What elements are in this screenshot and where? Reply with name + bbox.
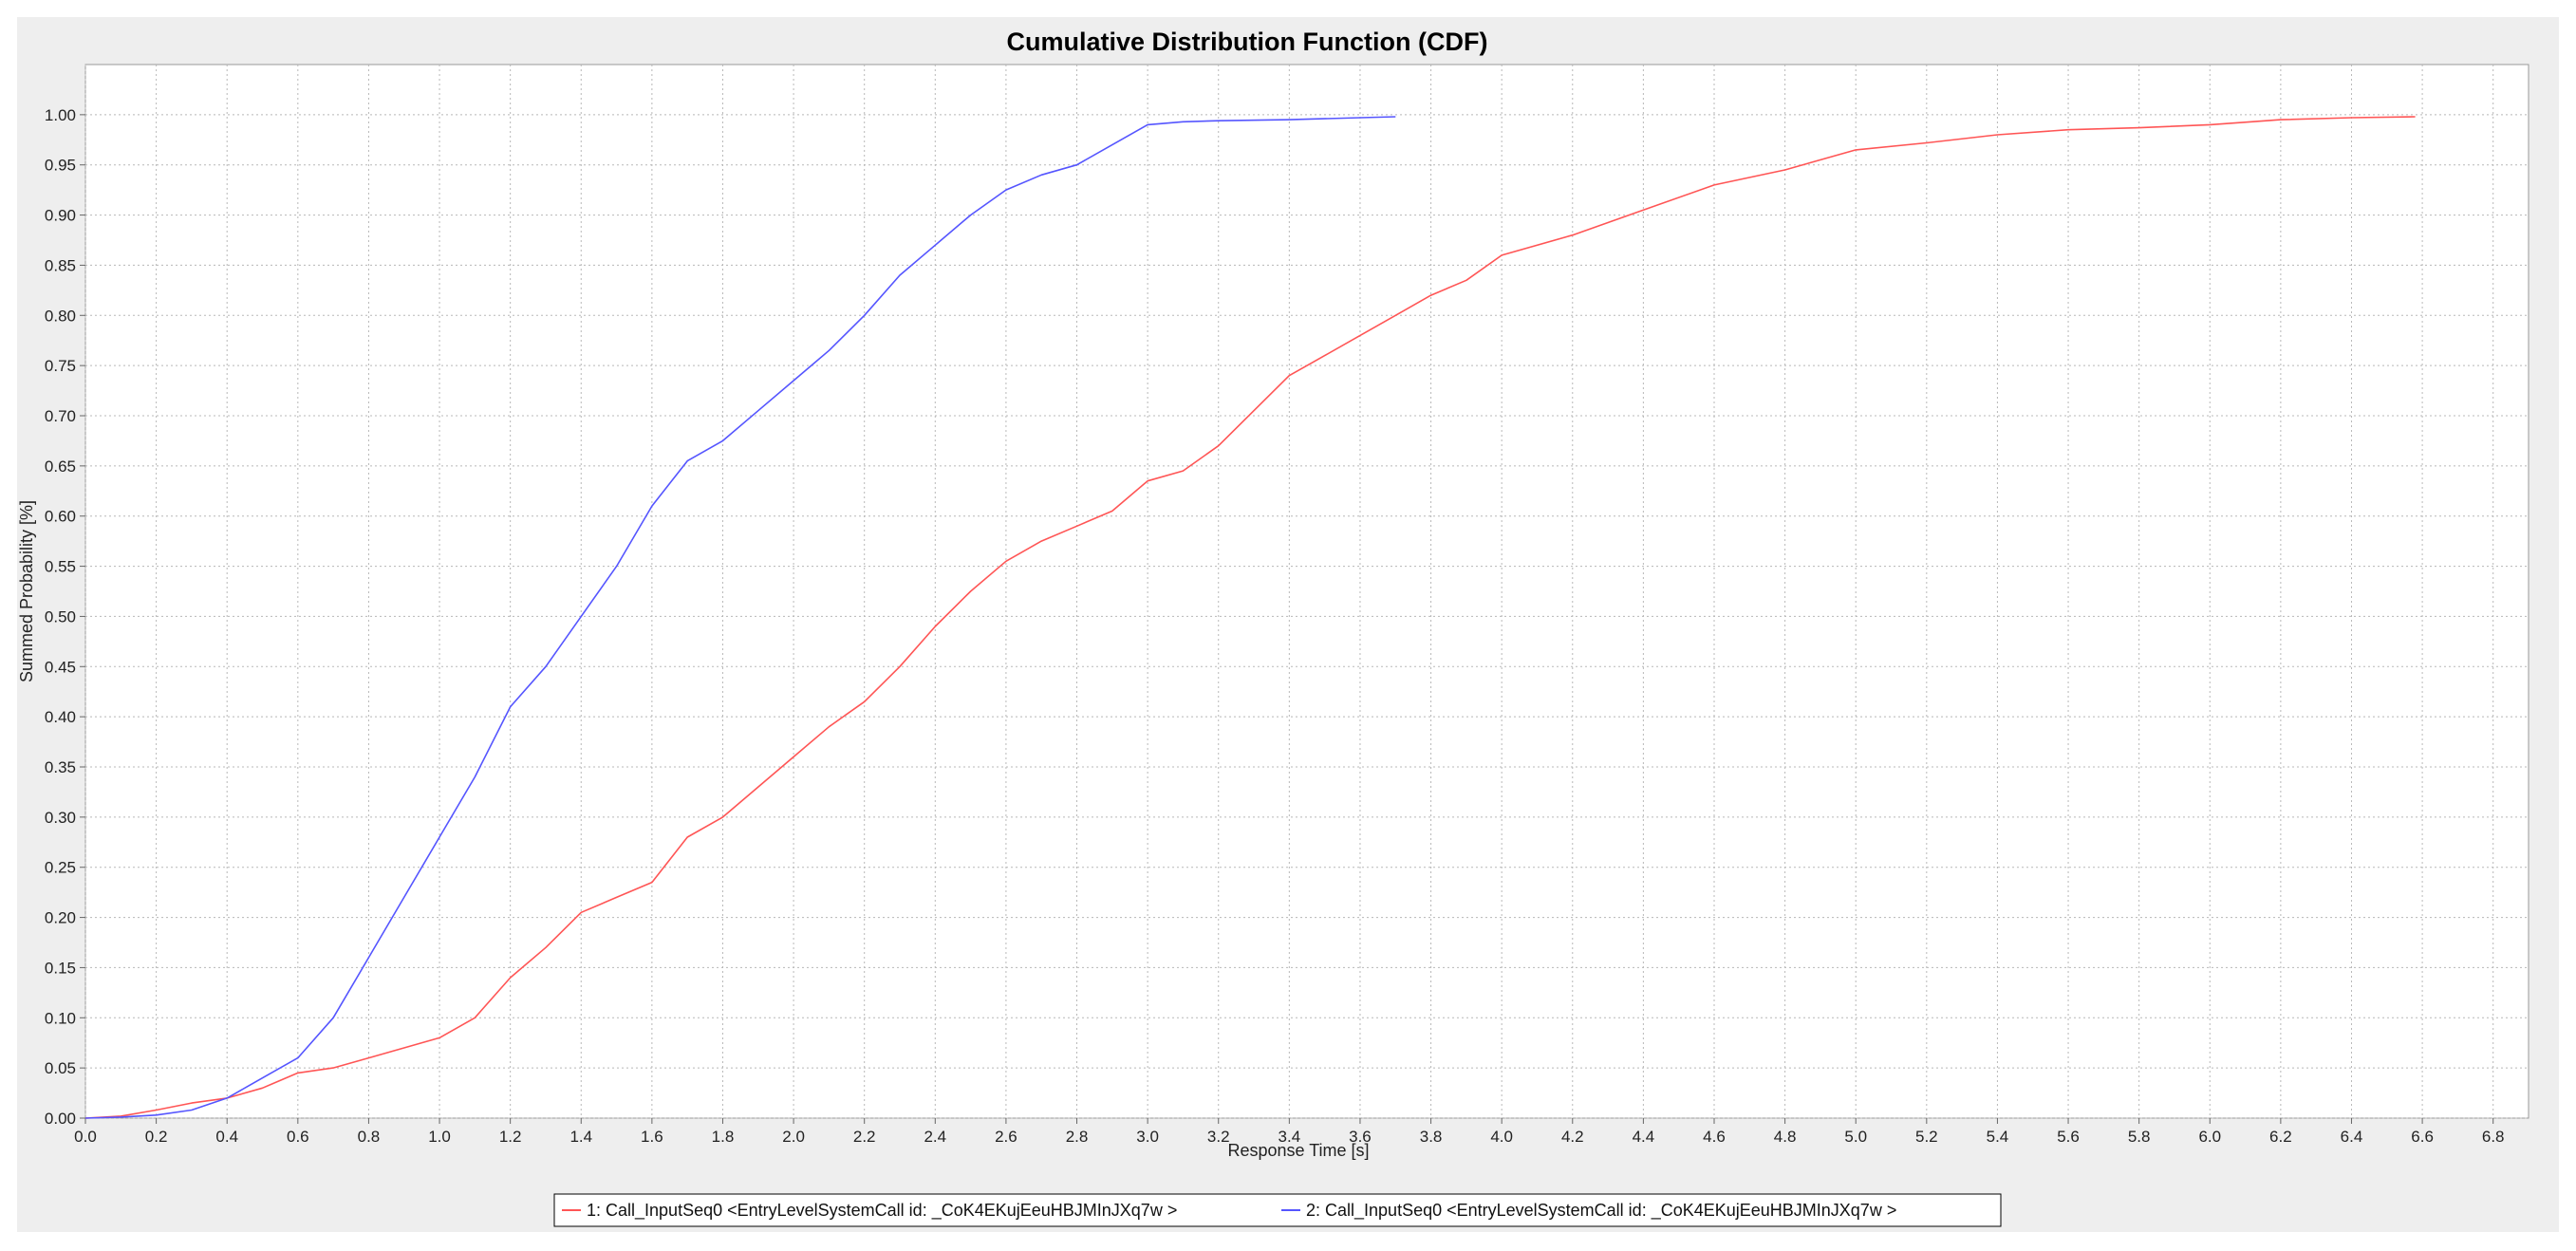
- y-tick-label: 0.15: [45, 959, 76, 977]
- x-tick-label: 6.8: [2482, 1128, 2505, 1146]
- y-tick-label: 0.50: [45, 607, 76, 626]
- x-tick-label: 4.6: [1703, 1128, 1726, 1146]
- x-tick-label: 1.0: [428, 1128, 451, 1146]
- x-tick-label: 3.8: [1420, 1128, 1443, 1146]
- x-tick-label: 3.4: [1279, 1128, 1301, 1146]
- x-tick-label: 5.4: [1987, 1128, 2009, 1146]
- y-tick-label: 0.70: [45, 407, 76, 425]
- x-tick-label: 1.6: [641, 1128, 663, 1146]
- y-tick-label: 0.10: [45, 1009, 76, 1027]
- y-tick-label: 0.60: [45, 508, 76, 526]
- series-lines: [84, 116, 2416, 1119]
- y-tick-label: 0.95: [45, 157, 76, 175]
- y-tick-label: 0.35: [45, 758, 76, 776]
- chart-frame: Cumulative Distribution Function (CDF) 0…: [17, 17, 2559, 1232]
- x-tick-label: 3.2: [1207, 1128, 1230, 1146]
- x-tick-label: 0.4: [215, 1128, 238, 1146]
- x-tick-label: 2.4: [924, 1128, 946, 1146]
- cdf-chart: Cumulative Distribution Function (CDF) 0…: [17, 28, 2529, 1227]
- x-tick-label: 5.8: [2128, 1128, 2151, 1146]
- x-tick-label: 4.2: [1561, 1128, 1584, 1146]
- y-tick-label: 0.20: [45, 909, 76, 927]
- x-tick-label: 0.0: [74, 1128, 97, 1146]
- y-tick-label: 0.90: [45, 207, 76, 225]
- y-tick-label: 0.40: [45, 708, 76, 726]
- x-tick-label: 6.0: [2198, 1128, 2221, 1146]
- x-tick-label: 1.8: [712, 1128, 735, 1146]
- x-tick-label: 5.6: [2057, 1128, 2080, 1146]
- y-axis-ticks: 0.00 0.05 0.10 0.15 0.20 0.25 0.30 0.35 0.40 0.45…: [45, 106, 85, 1128]
- x-tick-label: 1.2: [499, 1128, 522, 1146]
- plot-area: [84, 64, 2529, 1119]
- x-tick-label: 0.6: [287, 1128, 309, 1146]
- x-axis-ticks: 0.0 0.2 0.4 0.6 0.8 1.0 1.2 1.4 1.6 1.8 2.0 2.2 2.4 2…: [74, 1118, 2505, 1146]
- legend-entry-1: 1: Call_InputSeq0 <EntryLevelSystemCall …: [587, 1201, 1177, 1221]
- y-tick-label: 0.55: [45, 558, 76, 576]
- x-tick-label: 4.4: [1633, 1128, 1655, 1146]
- x-tick-label: 2.2: [853, 1128, 876, 1146]
- y-axis-label: Summed Probability [%]: [17, 500, 36, 682]
- y-tick-label: 0.75: [45, 357, 76, 375]
- y-tick-label: 1.00: [45, 106, 76, 124]
- x-tick-label: 3.6: [1349, 1128, 1372, 1146]
- x-tick-label: 2.6: [995, 1128, 1017, 1146]
- x-tick-label: 1.4: [569, 1128, 592, 1146]
- legend-box: [553, 1193, 2002, 1227]
- legend: 1: Call_InputSeq0 <EntryLevelSystemCall …: [553, 1193, 2002, 1227]
- y-tick-label: 0.45: [45, 658, 76, 676]
- y-tick-label: 0.05: [45, 1059, 76, 1077]
- x-tick-label: 0.8: [358, 1128, 381, 1146]
- x-tick-label: 3.0: [1136, 1128, 1159, 1146]
- chart-title: Cumulative Distribution Function (CDF): [1007, 28, 1488, 56]
- x-tick-label: 6.6: [2411, 1128, 2434, 1146]
- x-tick-label: 6.4: [2341, 1128, 2363, 1146]
- x-tick-label: 4.0: [1490, 1128, 1513, 1146]
- series-1-line: [84, 116, 2416, 1119]
- x-tick-label: 0.2: [145, 1128, 168, 1146]
- y-tick-label: 0.85: [45, 256, 76, 274]
- x-tick-label: 2.8: [1066, 1128, 1089, 1146]
- y-tick-label: 0.25: [45, 859, 76, 877]
- grid-lines: [84, 65, 2529, 1119]
- x-tick-label: 5.2: [1915, 1128, 1938, 1146]
- x-axis-label: Response Time [s]: [1227, 1141, 1369, 1160]
- x-tick-label: 6.2: [2269, 1128, 2292, 1146]
- y-tick-label: 0.80: [45, 307, 76, 325]
- x-tick-label: 2.0: [782, 1128, 805, 1146]
- legend-entry-2: 2: Call_InputSeq0 <EntryLevelSystemCall …: [1306, 1201, 1896, 1221]
- y-tick-label: 0.30: [45, 809, 76, 827]
- y-tick-label: 0.00: [45, 1110, 76, 1128]
- y-tick-label: 0.65: [45, 457, 76, 476]
- x-tick-label: 4.8: [1774, 1128, 1797, 1146]
- x-tick-label: 5.0: [1844, 1128, 1867, 1146]
- series-2-line: [84, 116, 1396, 1119]
